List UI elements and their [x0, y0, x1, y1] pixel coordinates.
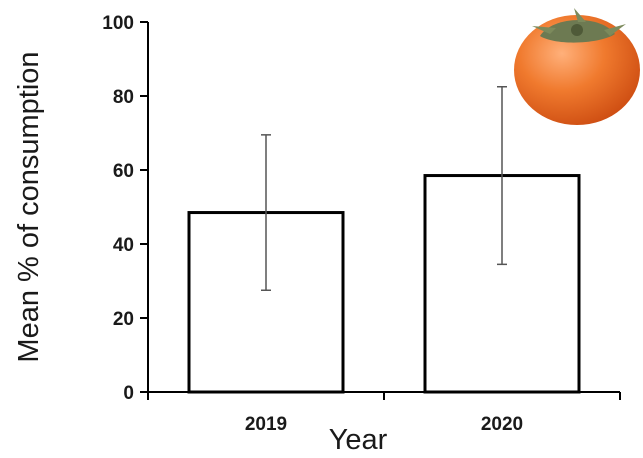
y-tick-label: 80 — [113, 87, 134, 108]
x-tick-label: 2020 — [481, 414, 523, 435]
y-tick-label: 0 — [123, 383, 134, 404]
y-tick-label: 60 — [113, 161, 134, 182]
y-tick-label: 40 — [113, 235, 134, 256]
y-axis-title: Mean % of consumption — [13, 51, 45, 362]
y-tick-label: 100 — [102, 13, 134, 34]
y-tick-label: 20 — [113, 309, 134, 330]
x-tick-label: 2019 — [245, 414, 287, 435]
x-axis-title: Year — [329, 424, 388, 456]
persimmon-icon — [514, 8, 640, 125]
